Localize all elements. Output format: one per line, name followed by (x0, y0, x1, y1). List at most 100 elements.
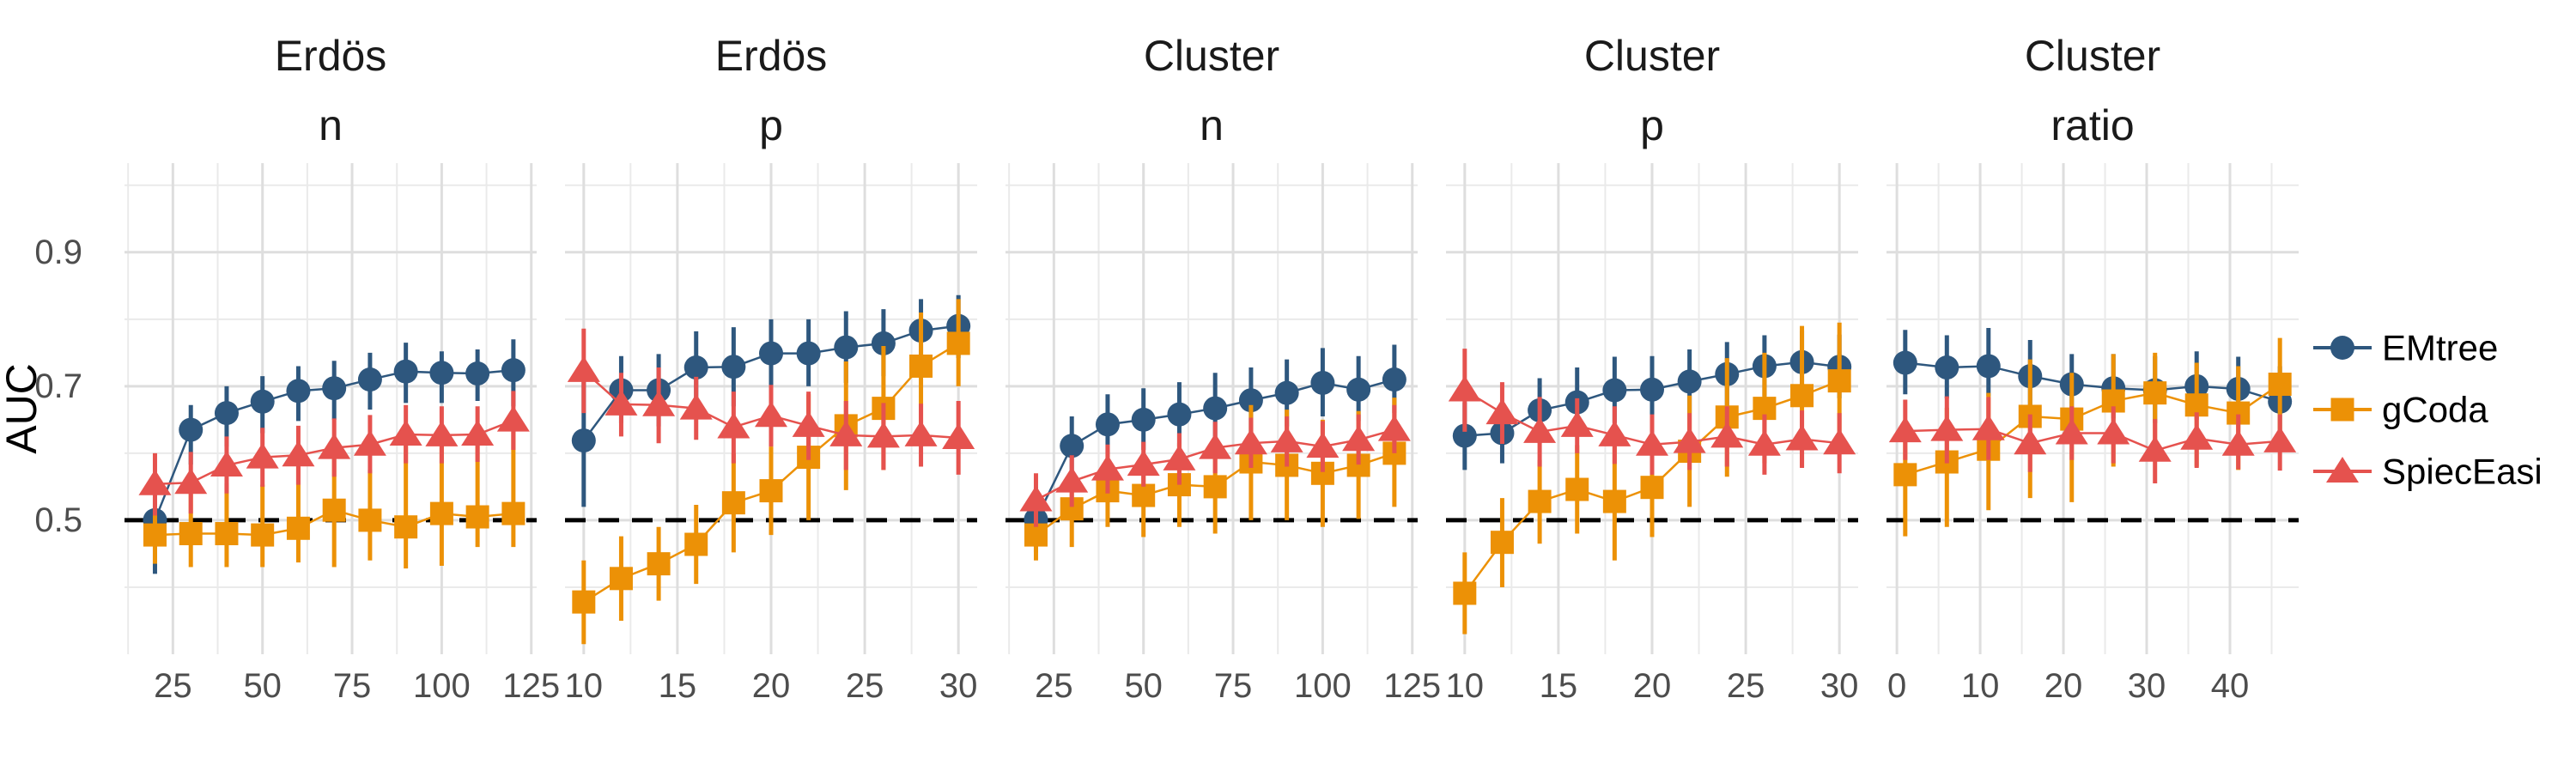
x-tick-label: 20 (752, 667, 791, 705)
emtree-point (1640, 377, 1664, 402)
spieceasi-point (2055, 418, 2088, 445)
x-tick-label: 30 (1820, 667, 1859, 705)
gcoda-point (572, 590, 596, 614)
legend-label: gCoda (2382, 390, 2488, 430)
emtree-point (721, 355, 746, 379)
spieceasi-point (2263, 426, 2297, 452)
spieceasi-point (389, 420, 422, 446)
spieceasi-point (829, 420, 863, 446)
spieceasi-point (866, 422, 900, 448)
emtree-point (796, 341, 821, 366)
emtree-point (1602, 378, 1627, 403)
spieceasi-point (2097, 418, 2130, 445)
spieceasi-point (1306, 432, 1340, 458)
gcoda-point (909, 354, 933, 378)
emtree-point (250, 389, 275, 414)
x-tick-label: 10 (1446, 667, 1485, 705)
series-spieceasi (138, 391, 530, 516)
gcoda-point (1453, 581, 1477, 605)
emtree-point (1203, 396, 1228, 421)
spieceasi-point (1163, 444, 1196, 470)
emtree-point (465, 361, 490, 386)
x-tick-label: 10 (1961, 667, 2000, 705)
emtree-point (1060, 434, 1084, 458)
gcoda-point (1565, 477, 1589, 501)
spieceasi-point (174, 468, 208, 495)
gcoda-point (1024, 523, 1048, 547)
gcoda-point (609, 567, 633, 591)
spieceasi-point (1234, 428, 1267, 455)
x-tick-label: 15 (1540, 667, 1578, 705)
x-tick-label: 100 (413, 667, 471, 705)
spieceasi-point (1888, 416, 1922, 443)
emtree-point (1382, 367, 1406, 392)
gcoda-point (394, 515, 418, 539)
gcoda-point (1790, 384, 1814, 408)
spieceasi-point (2014, 428, 2047, 455)
spieceasi-point (1485, 398, 1519, 425)
x-tick-label: 50 (1124, 667, 1163, 705)
x-tick-label: 25 (1035, 667, 1073, 705)
facet-title-bottom: p (759, 101, 783, 149)
emtree-point (1935, 355, 1959, 380)
y-tick-label: 0.9 (34, 234, 82, 271)
facet-title-top: Cluster (2025, 32, 2160, 80)
spieceasi-point (679, 393, 713, 420)
gcoda-point (429, 501, 453, 525)
emtree-point (214, 401, 239, 426)
spieceasi-point (1971, 414, 2005, 440)
emtree-point (357, 367, 382, 392)
gcoda-point (647, 552, 671, 576)
facet-title-bottom: n (319, 101, 343, 149)
x-tick-label: 20 (1633, 667, 1672, 705)
spieceasi-point (1448, 375, 1481, 402)
emtree-point (571, 428, 596, 453)
x-tick-label: 40 (2211, 667, 2250, 705)
emtree-point (1167, 402, 1192, 427)
y-tick-label: 0.7 (34, 367, 82, 405)
spieceasi-point (1377, 415, 1411, 441)
gcoda-point (1528, 489, 1552, 513)
facet-title-top: Erdös (275, 32, 387, 80)
emtree-point (286, 379, 311, 404)
x-tick-label: 15 (659, 667, 697, 705)
spieceasi-point (1598, 420, 1631, 446)
legend-item-gcoda: gCoda (2313, 390, 2488, 430)
emtree-point (1310, 370, 1335, 395)
gcoda-point (251, 523, 275, 547)
gcoda-point (759, 479, 783, 503)
spieceasi-point (1523, 416, 1557, 443)
emtree-line (1905, 361, 2281, 404)
panel-erdos-n: 25 50 75 100 125 Erdös n (125, 32, 560, 705)
legend-label: SpiecEasi (2382, 452, 2543, 492)
panel-cluster-p: 10 15 20 25 30 Cluster p (1446, 32, 1859, 705)
spieceasi-point (2221, 429, 2255, 456)
spieceasi-point (1019, 485, 1053, 512)
x-tick-label: 20 (2044, 667, 2083, 705)
legend-key-circle-icon (2330, 336, 2354, 360)
legend-label: EMtree (2382, 328, 2498, 368)
emtree-point (1452, 423, 1477, 448)
emtree-point (1976, 354, 2001, 379)
gcoda-point (2143, 381, 2167, 405)
x-tick-label: 125 (1383, 667, 1441, 705)
spieceasi-point (755, 401, 787, 428)
legend-key-triangle-icon (2326, 457, 2359, 483)
spieceasi-point (2180, 423, 2214, 450)
spieceasi-point (1055, 466, 1089, 493)
spieceasi-point (1127, 450, 1160, 477)
gcoda-point (1640, 476, 1664, 500)
panel-erdos-p: 10 15 20 25 30 Erdös p (565, 32, 978, 705)
y-tick-label: 0.5 (34, 501, 82, 539)
spieceasi-point (353, 429, 386, 456)
gcoda-point (721, 491, 745, 515)
emtree-point (501, 358, 526, 383)
gcoda-point (684, 532, 708, 556)
x-tick-label: 10 (565, 667, 604, 705)
gcoda-line (1905, 383, 2281, 477)
emtree-point (834, 335, 859, 360)
series-spieceasi (1448, 349, 1856, 475)
facet-title-top: Erdös (715, 32, 828, 80)
